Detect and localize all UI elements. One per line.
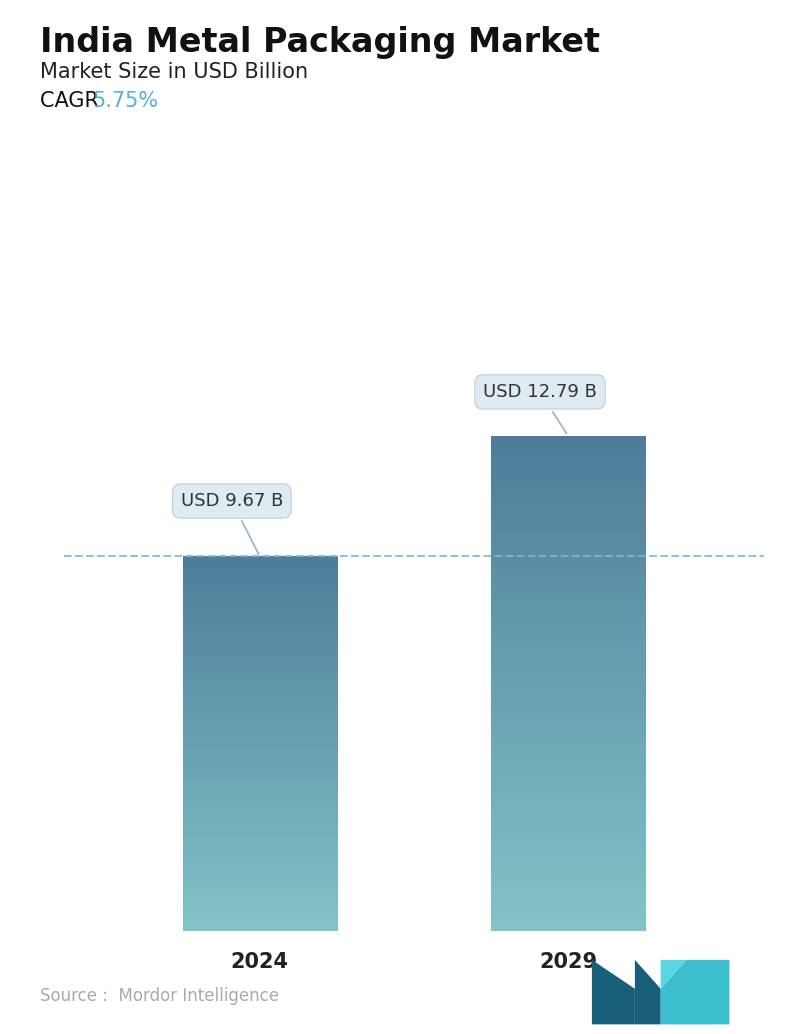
Text: 5.75%: 5.75%	[92, 91, 158, 111]
Polygon shape	[661, 960, 686, 989]
Polygon shape	[661, 960, 729, 1025]
Polygon shape	[592, 960, 635, 1025]
Text: Source :  Mordor Intelligence: Source : Mordor Intelligence	[40, 987, 279, 1005]
Text: USD 12.79 B: USD 12.79 B	[483, 383, 597, 433]
Text: USD 9.67 B: USD 9.67 B	[181, 492, 283, 554]
Text: Market Size in USD Billion: Market Size in USD Billion	[40, 62, 308, 82]
Text: India Metal Packaging Market: India Metal Packaging Market	[40, 26, 600, 59]
Polygon shape	[635, 960, 661, 1025]
Text: CAGR: CAGR	[40, 91, 105, 111]
